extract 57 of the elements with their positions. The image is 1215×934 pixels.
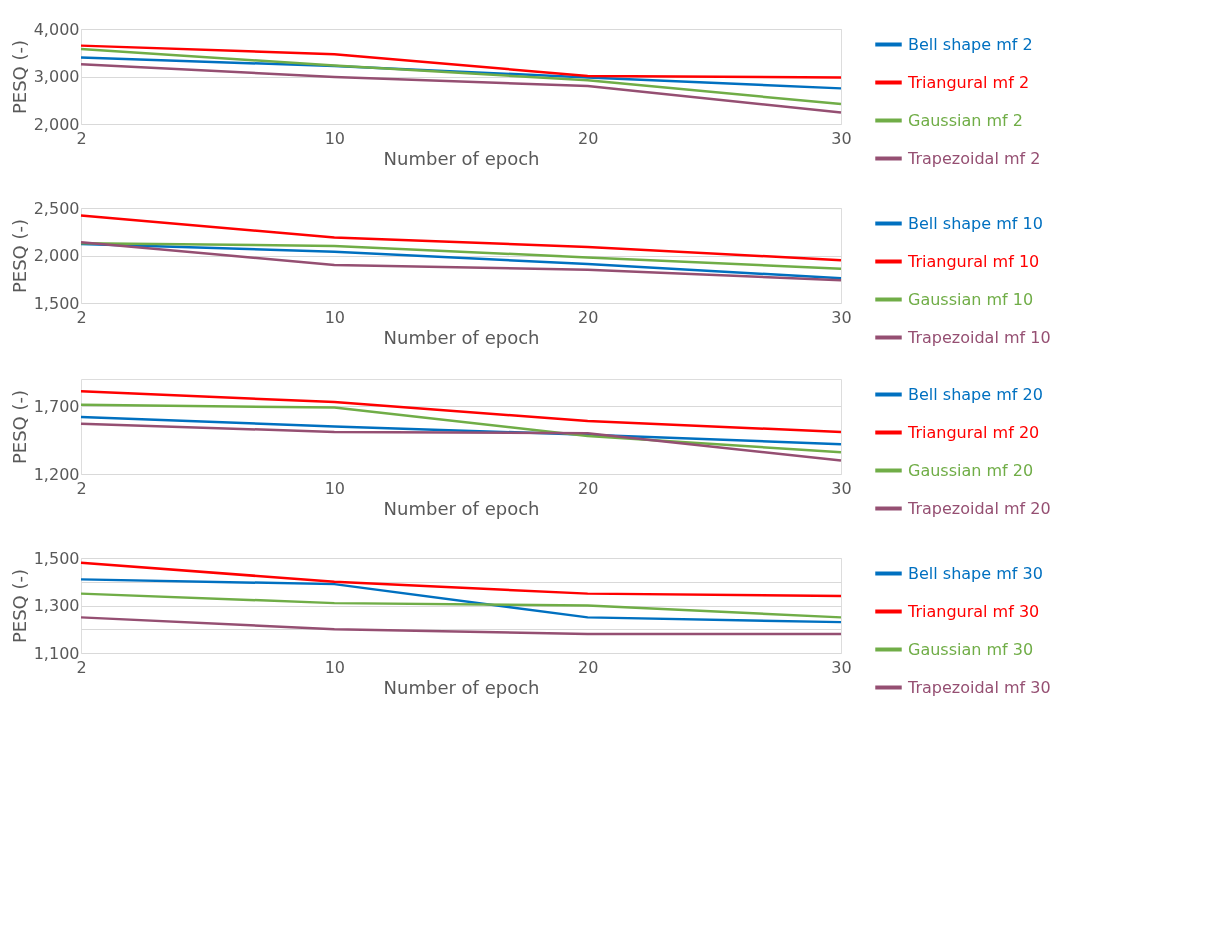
x-tick-label: 30 [831, 128, 852, 148]
x-tick-label: 20 [577, 657, 599, 677]
legend-label: Gaussian mf 20 [908, 460, 1034, 480]
line-series [79, 422, 843, 462]
line-series [79, 47, 843, 106]
legend-label: Gaussian mf 2 [908, 110, 1023, 130]
x-tick-label: 2 [76, 307, 87, 327]
legend-label: Trapezoidal mf 10 [907, 327, 1051, 347]
x-axis-title: Number of epoch [383, 676, 540, 698]
text: Bell shape mf 30 [908, 563, 1043, 583]
x-tick-label: 2 [76, 128, 87, 148]
y-axis-title: PESQ (-) [8, 568, 30, 644]
y-tick-label: 1,300 [33, 596, 80, 615]
x-tick-label: 20 [577, 128, 599, 148]
y-tick-label: 3,000 [33, 67, 80, 86]
x-tick-label: 30 [831, 307, 852, 327]
x-tick-label: 2 [76, 478, 87, 498]
legend-label: Gaussian mf 30 [908, 639, 1034, 659]
x-tick-label: 20 [577, 307, 599, 327]
line-series [79, 578, 843, 624]
x-tick-label: 2 [76, 657, 87, 677]
legend-label: Gaussian mf 10 [908, 289, 1034, 309]
text: Bell shape mf 10 [908, 213, 1043, 233]
x-axis-title: Number of epoch [383, 326, 540, 348]
y-axis-title: PESQ (-) [8, 39, 30, 115]
x-tick-label: 10 [324, 478, 346, 498]
legend-label: Trapezoidal mf 30 [907, 677, 1051, 697]
y-tick-label: 1,700 [33, 396, 80, 416]
line-series [79, 241, 843, 271]
line-series [79, 214, 843, 262]
x-tick-label: 10 [324, 128, 346, 148]
x-tick-label: 30 [831, 657, 852, 677]
x-tick-label: 20 [577, 478, 599, 498]
text: Triangural mf 30 [907, 601, 1040, 621]
x-tick-label: 30 [831, 478, 852, 498]
line-series [79, 44, 843, 79]
x-axis-title: Number of epoch [383, 497, 540, 519]
x-axis-title: Number of epoch [383, 147, 540, 169]
line-series [79, 62, 843, 114]
y-axis-title: PESQ (-) [8, 389, 30, 465]
y-tick-label: 2,500 [33, 198, 80, 218]
x-tick-label: 10 [324, 657, 346, 677]
line-series [79, 389, 843, 434]
text: Triangural mf 10 [907, 251, 1040, 271]
legend-label: Bell shape mf 2 [908, 34, 1033, 54]
text: Triangural mf 20 [907, 422, 1040, 442]
y-tick-label: 1,500 [33, 548, 80, 568]
line-series [79, 561, 843, 598]
y-tick-label: 2,000 [33, 246, 80, 265]
legend-label: Triangural mf 2 [907, 72, 1030, 92]
y-tick-label: 4,000 [33, 19, 80, 39]
legend-label: Trapezoidal mf 20 [907, 498, 1051, 518]
legend-label: Trapezoidal mf 2 [907, 148, 1041, 168]
x-tick-label: 10 [324, 307, 346, 327]
text: Bell shape mf 20 [908, 384, 1043, 404]
y-axis-title: PESQ (-) [8, 218, 30, 294]
line-series [79, 592, 843, 619]
